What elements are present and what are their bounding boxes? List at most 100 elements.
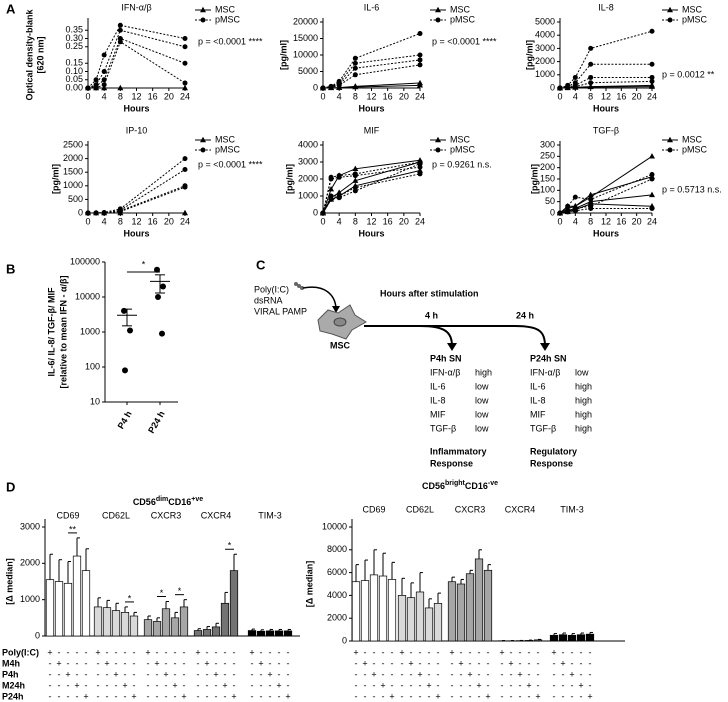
legend-label: MSC — [215, 134, 236, 144]
condition-sign: + — [213, 669, 218, 679]
time-label: 4 h — [425, 310, 438, 320]
condition-sign: - — [469, 680, 472, 690]
y-tick-label: 0.30 — [65, 33, 83, 43]
condition-sign: - — [451, 669, 454, 679]
data-point — [160, 283, 166, 290]
x-tick-label: 20 — [632, 216, 642, 226]
bar — [247, 630, 257, 637]
condition-sign: - — [85, 669, 88, 679]
y-axis-label: [pg/ml] — [524, 40, 534, 70]
condition-sign: - — [147, 680, 150, 690]
condition-sign: - — [580, 691, 583, 701]
bar — [465, 573, 475, 642]
legend-marker — [667, 6, 673, 13]
marker-level: high — [575, 381, 592, 391]
y-tick-label: 6000 — [327, 567, 347, 577]
marker — [182, 209, 188, 216]
annotation: p = 0.0012 ** — [662, 69, 715, 79]
y-axis-label: [Δ median] — [4, 558, 14, 604]
legend-label: pMSC — [450, 14, 476, 24]
y-tick-label: 1000 — [20, 594, 40, 604]
condition-sign: + — [371, 669, 376, 679]
marker — [588, 61, 594, 67]
x-tick-label: 12 — [131, 91, 141, 101]
y-tick-label: 250 — [540, 151, 555, 161]
condition-sign: - — [571, 680, 574, 690]
marker — [352, 65, 358, 71]
legend-label: MSC — [450, 134, 471, 144]
x-tick-label: P4 h — [116, 409, 134, 430]
x-tick-label: 16 — [148, 216, 158, 226]
marker — [182, 44, 188, 50]
condition-sign: - — [58, 680, 61, 690]
marker-name: IFN-α/β — [530, 367, 560, 377]
legend-label: pMSC — [682, 14, 708, 24]
marker-level: high — [475, 367, 492, 377]
condition-sign: - — [251, 691, 254, 701]
x-tick-label: 24 — [647, 91, 657, 101]
condition-sign: - — [437, 647, 440, 657]
annotation: p = 0.5713 n.s. — [662, 184, 722, 194]
marker — [417, 171, 423, 177]
condition-sign: - — [382, 647, 385, 657]
title-part: CD16 — [168, 497, 191, 507]
condition-sign: + — [154, 658, 159, 668]
condition-sign: + — [569, 669, 574, 679]
chart-title: CD56dimCD16+ve — [133, 496, 203, 507]
marker — [352, 72, 358, 78]
marker — [352, 188, 358, 194]
bar — [406, 597, 416, 642]
title-part: CD56 — [133, 497, 156, 507]
condition-sign: - — [269, 691, 272, 701]
x-tick-label: 16 — [616, 216, 626, 226]
condition-sign: - — [528, 647, 531, 657]
y-tick-label: 0.00 — [65, 82, 83, 92]
bar — [585, 633, 595, 642]
condition-sign: - — [437, 680, 440, 690]
output-title: P4h SN — [430, 353, 462, 363]
marker-name: TGF-β — [430, 423, 456, 433]
y-tick-label: 150 — [540, 173, 555, 183]
condition-sign: - — [571, 691, 574, 701]
condition-sign: - — [562, 691, 565, 701]
condition-sign: - — [133, 669, 136, 679]
condition-sign: + — [476, 680, 481, 690]
x-tick-label: 12 — [131, 216, 141, 226]
condition-sign: - — [67, 691, 70, 701]
bar — [274, 630, 284, 637]
marker-name: IL-8 — [530, 395, 546, 405]
significance-label: * — [160, 588, 164, 598]
nucleus — [333, 317, 347, 327]
legend-label: MSC — [682, 134, 703, 144]
x-axis-label: Hours — [358, 228, 384, 238]
condition-sign: - — [174, 647, 177, 657]
response-label: Response — [430, 458, 473, 468]
y-tick-label: 10000 — [75, 291, 100, 301]
marker — [336, 195, 342, 201]
group-label: TIM-3 — [560, 504, 584, 514]
condition-sign: + — [47, 647, 52, 657]
condition-sign: - — [391, 680, 394, 690]
x-tick-label: 16 — [616, 91, 626, 101]
x-tick-label: 24 — [415, 91, 425, 101]
marker — [649, 153, 655, 159]
y-tick-label: 15000 — [293, 33, 318, 43]
group-label: CXCR3 — [455, 504, 486, 514]
legend-marker — [200, 136, 206, 143]
condition-sign: - — [537, 669, 540, 679]
series-line — [322, 161, 421, 214]
condition-sign: - — [355, 669, 358, 679]
condition-sign: - — [278, 647, 281, 657]
condition-sign: + — [353, 647, 358, 657]
condition-sign: - — [224, 691, 227, 701]
significance-label: * — [128, 593, 132, 603]
condition-sign: - — [562, 680, 565, 690]
condition-sign: - — [519, 680, 522, 690]
y-axis-label: [pg/ml] — [278, 40, 288, 70]
condition-sign: + — [560, 658, 565, 668]
y-tick-label: 50 — [545, 196, 555, 206]
y-tick-label: 5000 — [535, 16, 555, 26]
x-tick-label: 12 — [366, 91, 376, 101]
condition-sign: + — [181, 691, 186, 701]
condition-sign: - — [124, 658, 127, 668]
